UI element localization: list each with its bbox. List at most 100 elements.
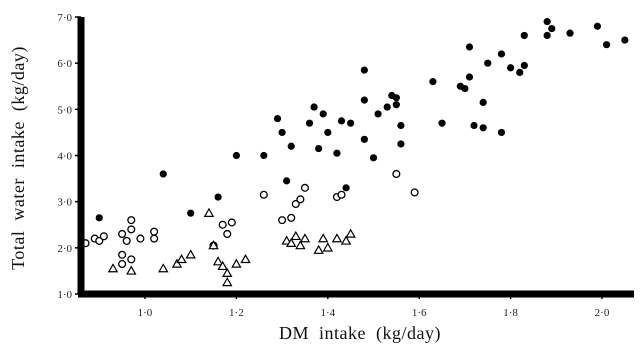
filled-circle-point (465, 73, 474, 81)
y-tick-label: 5·0 (57, 104, 72, 116)
open-triangle-point (171, 258, 183, 268)
plot-area (81, 18, 629, 287)
open-triangle-point (158, 263, 169, 273)
filled-circle-point (566, 29, 574, 37)
y-tick-label: 3·0 (57, 197, 72, 209)
y-axis-ticks: 1·0 2·0 3·0 4·0 5·0 6·0 7·0 (57, 12, 81, 301)
y-tick-label: 7·0 (57, 12, 72, 24)
open-circle-point (136, 234, 145, 243)
open-circle-point (227, 218, 236, 227)
filled-circle-point (497, 128, 506, 137)
filled-circle-point (333, 149, 341, 157)
open-circle-point (118, 250, 127, 259)
filled-circle-point (214, 193, 222, 201)
open-triangle-point (340, 235, 352, 245)
x-tick-label: 1·2 (229, 307, 244, 319)
filled-circle-point (520, 31, 528, 40)
filled-circle-point (305, 119, 314, 127)
filled-circle-point (507, 64, 515, 72)
open-circle-point (122, 236, 131, 245)
y-tick-label: 1·0 (57, 289, 72, 301)
open-triangle-point (240, 253, 251, 264)
open-triangle-point (217, 260, 228, 271)
filled-circle-point (337, 117, 346, 125)
filled-circle-point (397, 121, 405, 130)
filled-circle-point (383, 103, 391, 111)
open-circle-point (127, 216, 136, 225)
x-axis-ticks: 1·0 1·2 1·4 1·6 1·8 2·0 (138, 291, 610, 319)
filled-circle-point (429, 78, 437, 86)
filled-circle-point (278, 128, 286, 137)
filled-circle-point (315, 144, 323, 153)
open-triangle-point (212, 256, 224, 266)
x-axis-title: DM intake (kg/day) (279, 323, 441, 344)
open-circle-point (278, 216, 287, 225)
open-circle-point (291, 199, 300, 209)
x-tick-label: 1·6 (412, 307, 427, 319)
x-tick-label: 1·4 (320, 307, 335, 319)
open-circle-point (118, 259, 127, 269)
filled-circle-point (465, 43, 474, 51)
open-triangle-point (299, 233, 311, 243)
filled-circle-point (516, 68, 524, 76)
open-triangle-point (322, 242, 334, 252)
open-triangle-point (176, 253, 187, 264)
filled-circle-point (593, 22, 602, 30)
filled-circle-point (95, 214, 103, 222)
filled-circle-point (548, 24, 556, 33)
filled-circle-point (543, 31, 551, 40)
open-circle-point (259, 190, 268, 199)
open-triangle-point (295, 240, 306, 250)
filled-circle-point (470, 121, 478, 130)
open-circle-point (150, 227, 159, 236)
filled-circle-point (374, 110, 382, 118)
filled-circle-point (360, 66, 368, 74)
open-triangle-point (185, 249, 196, 259)
filled-circle-point (159, 170, 167, 178)
open-circle-point (410, 188, 419, 197)
y-axis-title: Total water intake (kg/day) (8, 46, 29, 270)
open-circle-point (95, 236, 104, 245)
open-triangle-point (222, 277, 233, 287)
open-circle-point (296, 195, 305, 204)
filled-circle-point (187, 209, 195, 217)
y-tick-label: 2·0 (57, 243, 72, 255)
x-tick-label: 1·8 (503, 307, 518, 319)
filled-circle-point (520, 61, 528, 70)
filled-circle-point (602, 41, 611, 49)
filled-circle-point (287, 142, 295, 150)
filled-circle-point (273, 114, 282, 123)
filled-circle-point (397, 140, 405, 148)
filled-circle-point (347, 119, 355, 127)
x-tick-label: 1·0 (138, 307, 153, 319)
open-circle-point (337, 190, 346, 199)
open-triangle-point (222, 267, 233, 277)
open-triangle-point (203, 207, 215, 217)
open-circle-point (392, 169, 401, 179)
filled-circle-point (342, 184, 350, 192)
open-circle-point (127, 225, 136, 234)
open-triangle-point (331, 233, 343, 243)
filled-circle-point (369, 154, 378, 162)
filled-circle-point (479, 124, 487, 132)
filled-circle-point (461, 84, 469, 93)
open-triangle-point (107, 263, 119, 273)
filled-circle-point (392, 94, 400, 102)
open-triangle-point (313, 244, 324, 254)
filled-circle-point (543, 18, 551, 26)
y-tick-label: 6·0 (57, 58, 72, 70)
filled-circle-point (283, 177, 291, 185)
filled-circle-point (479, 98, 487, 107)
open-triangle-point (317, 233, 329, 243)
open-triangle-point (126, 265, 137, 275)
open-circle-point (218, 220, 227, 229)
open-circle-point (150, 234, 159, 243)
filled-circle-point (621, 36, 629, 44)
open-circle-point (300, 183, 309, 192)
filled-circle-point (310, 103, 318, 111)
filled-circle-point (360, 96, 368, 104)
filled-circle-point (319, 110, 327, 118)
open-circle-point (223, 229, 232, 239)
filled-circle-point (497, 50, 506, 58)
